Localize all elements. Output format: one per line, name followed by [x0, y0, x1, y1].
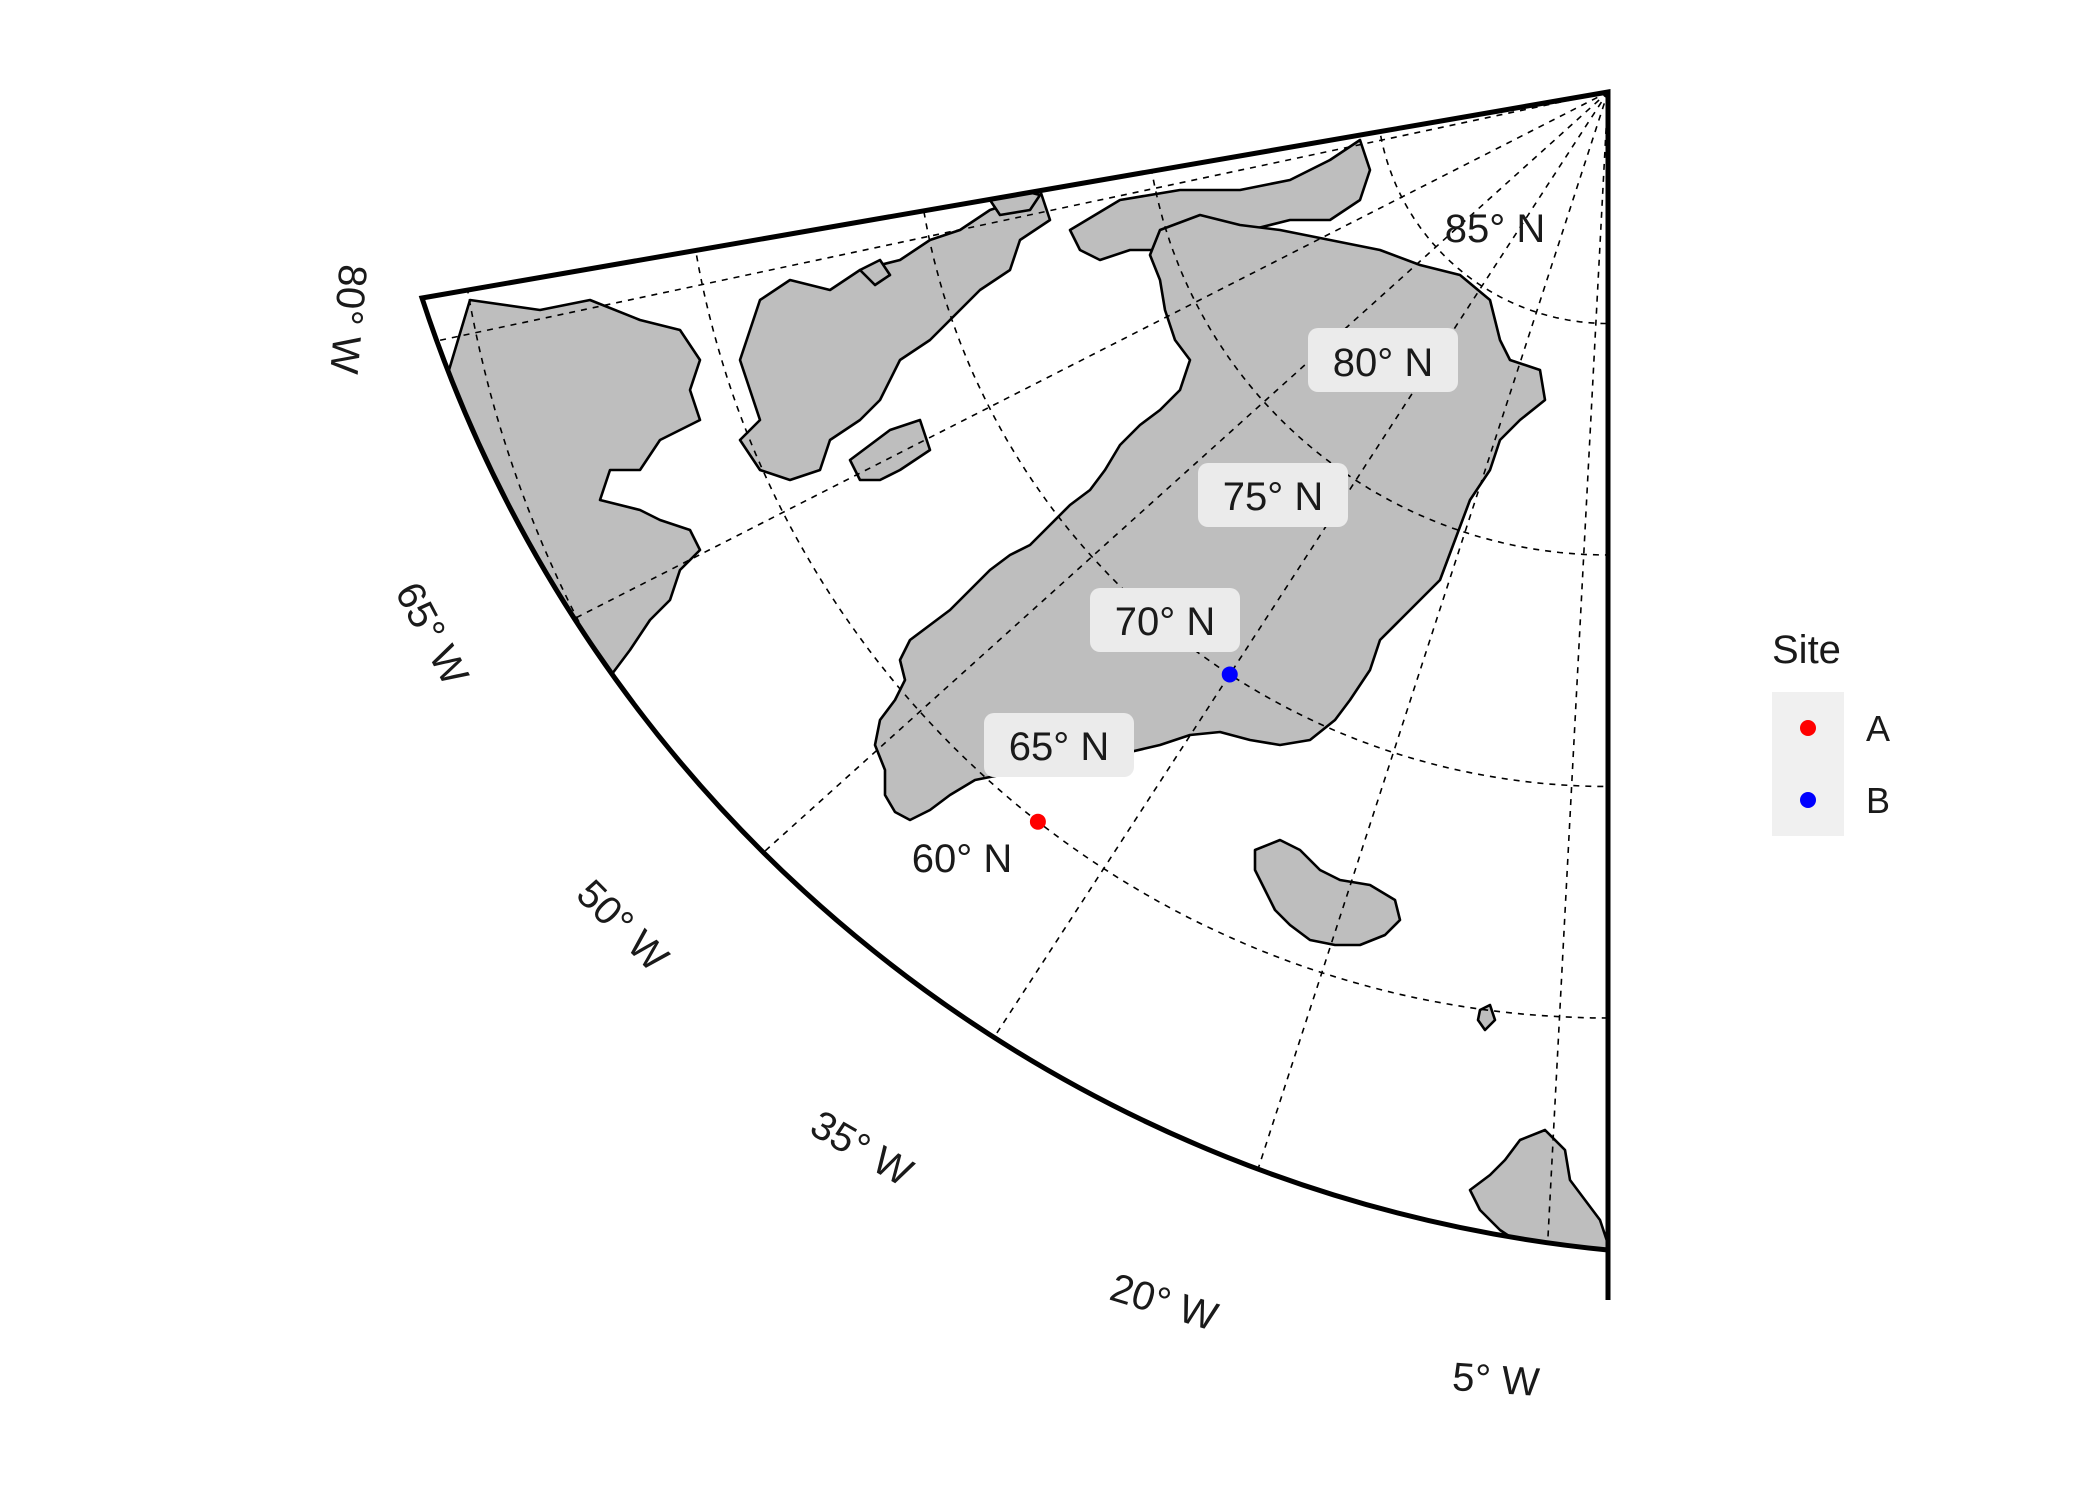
parallel-85n	[1375, 100, 1608, 325]
lat-label-text-80: 80° N	[1333, 341, 1434, 385]
iceland	[1253, 838, 1402, 947]
parallel-80n	[1144, 108, 1608, 556]
sites-layer	[1029, 666, 1238, 830]
lat-label-text-70: 70° N	[1115, 600, 1216, 644]
meridian-20w	[1034, 92, 1608, 1250]
legend-key-b	[1800, 792, 1816, 808]
lon-label-20w: 20° W	[1105, 1266, 1223, 1340]
lat-label-70: 70° N	[1090, 588, 1240, 652]
legend: Site A B	[1772, 628, 1890, 836]
meridian-50w	[422, 92, 1608, 1250]
lat-label-85: 85° N	[1445, 207, 1546, 251]
legend-label-b: B	[1866, 780, 1890, 821]
lat-label-text-65: 65° N	[1009, 725, 1110, 769]
lat-label-65: 65° N	[984, 713, 1134, 777]
lat-label-text-85: 85° N	[1445, 207, 1546, 251]
lat-label-60: 60° N	[912, 837, 1013, 881]
lon-label-65w: 65° W	[386, 575, 476, 692]
meridian-5w	[1510, 92, 1608, 1250]
lon-label-5w: 5° W	[1451, 1355, 1541, 1405]
lat-label-box-65	[984, 713, 1134, 777]
lat-label-75: 75° N	[1198, 463, 1348, 527]
legend-key-a	[1800, 720, 1816, 736]
lat-label-text-60: 60° N	[912, 837, 1013, 881]
lat-label-box-70	[1090, 588, 1240, 652]
lon-label-80w: 80° W	[321, 263, 374, 376]
site-point-b	[1221, 666, 1238, 683]
lat-label-text-75: 75° N	[1223, 475, 1324, 519]
island-small-2	[858, 258, 892, 287]
lon-label-35w: 35° W	[803, 1102, 920, 1195]
lat-label-80: 80° N	[1308, 328, 1458, 392]
scotland	[1468, 1128, 1608, 1250]
meridian-35w	[598, 92, 1608, 1250]
meridian-65w	[422, 92, 1608, 934]
lat-label-box-80	[1308, 328, 1458, 392]
meridian-80w	[422, 92, 1608, 478]
legend-label-a: A	[1866, 708, 1890, 749]
northern-islands	[1068, 138, 1372, 262]
site-point-a	[1029, 813, 1046, 830]
legend-title: Site	[1772, 628, 1841, 672]
devon-island	[848, 418, 932, 482]
parallel-70n	[681, 124, 1608, 1019]
faroe-islands	[1476, 1003, 1497, 1032]
lat-label-box-75	[1198, 463, 1348, 527]
map-frame	[418, 89, 1611, 1253]
lon-label-50w: 50° W	[568, 872, 677, 981]
